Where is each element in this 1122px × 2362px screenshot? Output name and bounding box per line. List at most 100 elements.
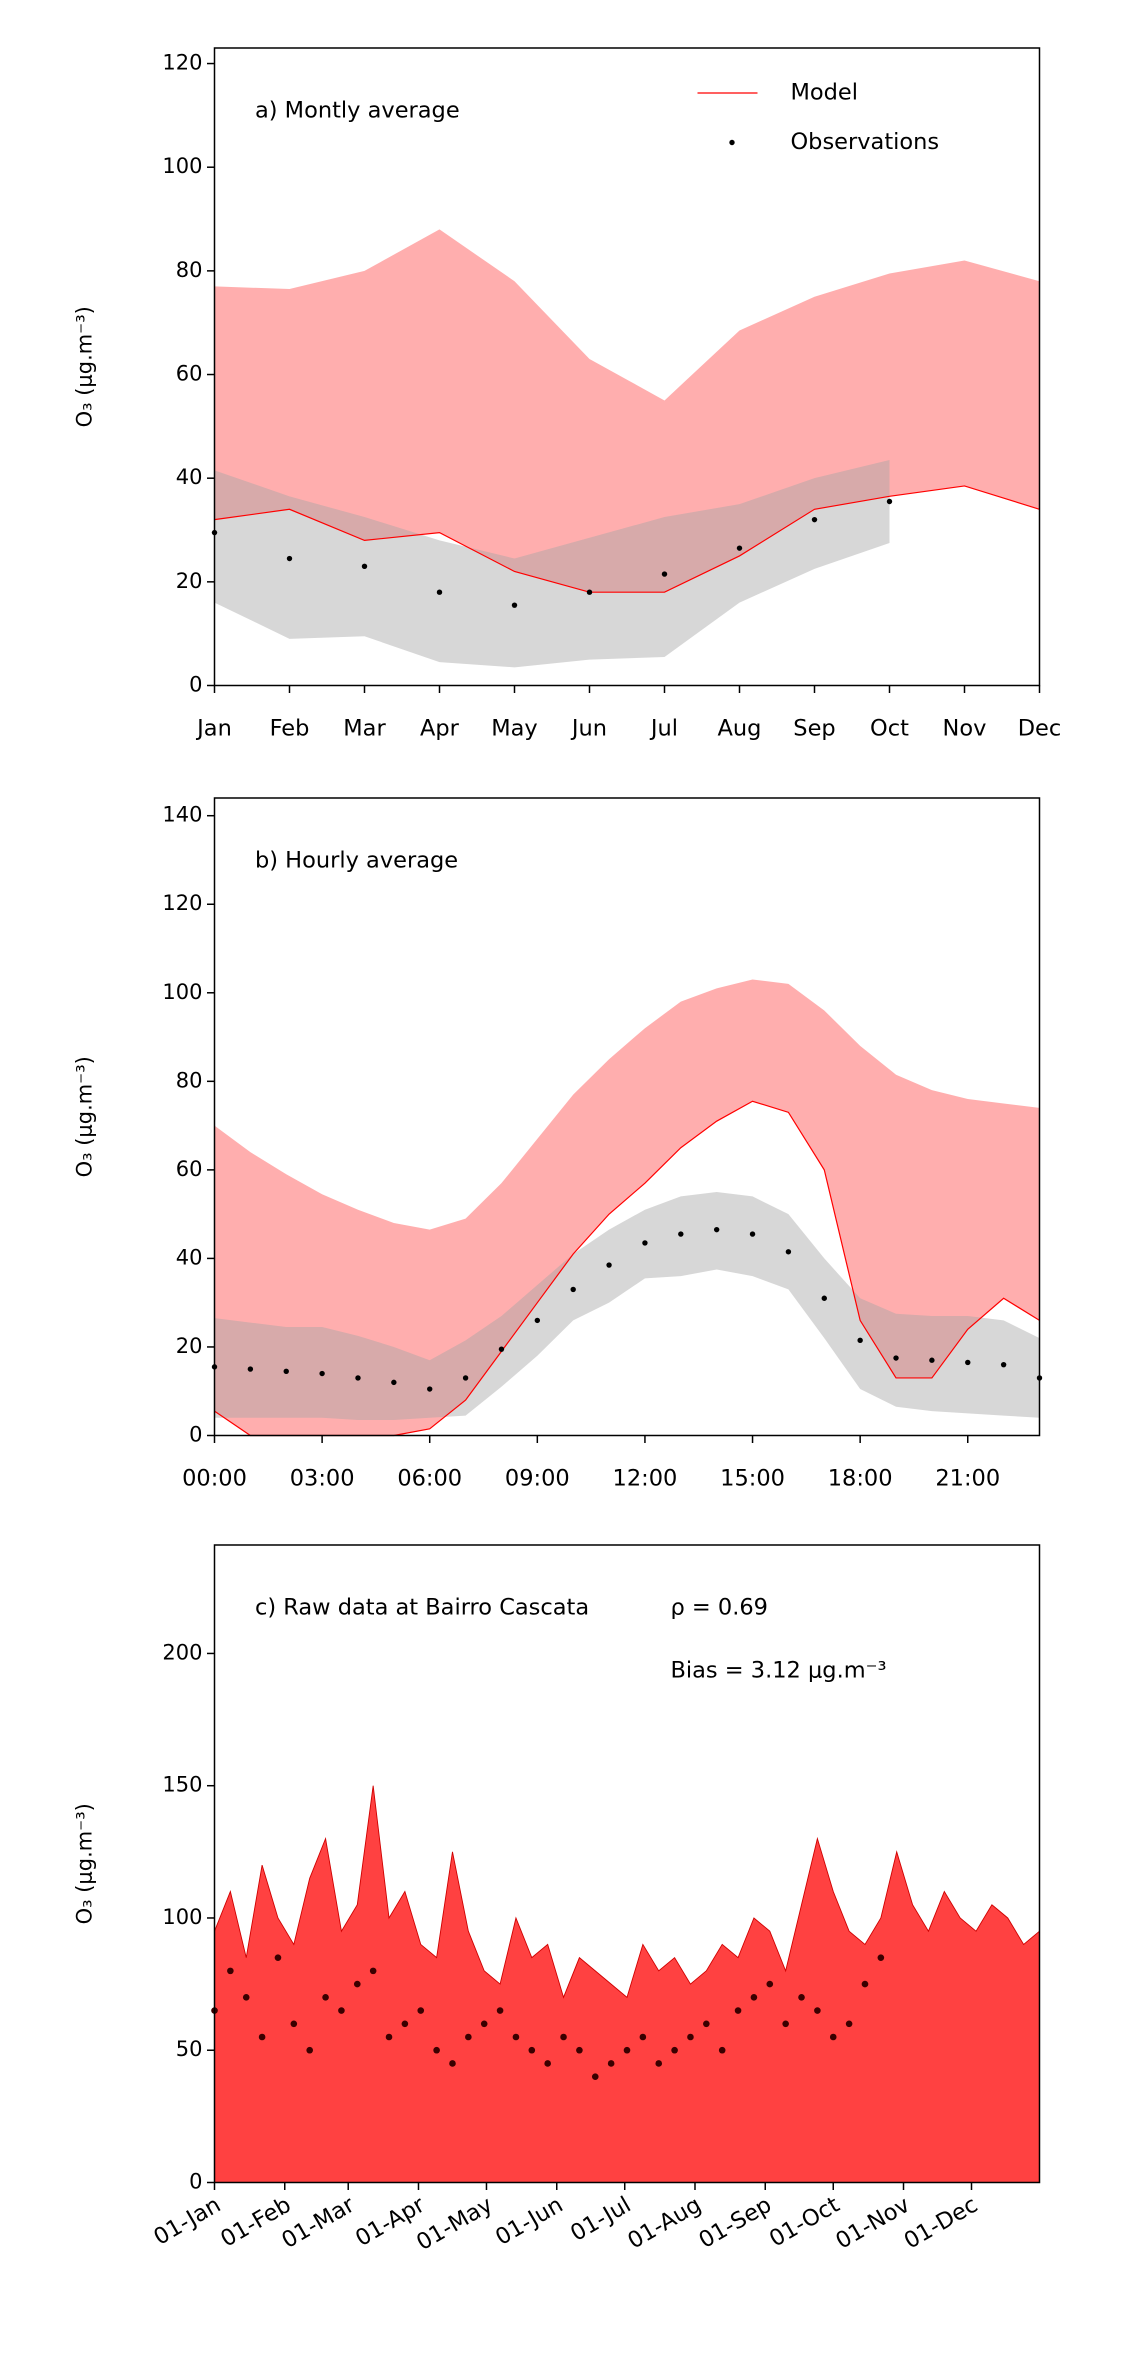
observation-point [290, 2020, 298, 2028]
observation-point [570, 1286, 576, 1293]
observation-point [274, 1954, 282, 1961]
observation-point [718, 2046, 726, 2054]
y-tick-label: 50 [176, 2037, 203, 2061]
x-tick-label: 01-Oct [765, 2192, 844, 2253]
observation-point [385, 2033, 393, 2041]
observation-point [480, 2020, 488, 2028]
panel-title: a) Montly average [255, 97, 460, 123]
observation-point [857, 1337, 863, 1344]
y-tick-label: 100 [162, 980, 202, 1004]
observation-point [576, 2046, 583, 2054]
observation-point [534, 1317, 541, 1324]
x-tick-label: Apr [420, 715, 460, 741]
observation-point [886, 498, 893, 505]
x-tick-label: 15:00 [720, 1465, 785, 1491]
observation-point [703, 2020, 710, 2028]
axes-frame [213, 1544, 1041, 2184]
observation-point [671, 2046, 678, 2054]
observation-point [391, 1379, 397, 1386]
observation-point [607, 2060, 615, 2067]
observation-point [606, 1262, 612, 1268]
axes-frame [213, 47, 1041, 687]
observation-point [811, 516, 818, 523]
x-tick-label: 12:00 [613, 1465, 678, 1491]
y-tick-label: 20 [176, 1334, 203, 1358]
y-tick-label: 20 [176, 569, 203, 593]
observation-point [829, 2033, 837, 2041]
y-axis-label: O₃ (μg.m⁻³) [73, 306, 97, 427]
observation-point [642, 1240, 648, 1246]
observation-point [496, 2007, 504, 2014]
x-tick-label: Nov [943, 715, 987, 741]
observation-point [877, 1954, 885, 1961]
x-tick-label: 00:00 [182, 1465, 247, 1491]
y-axis-label: O₃ (μg.m⁻³) [73, 1803, 97, 1924]
observation-point [258, 2033, 266, 2041]
panel-title: c) Raw data at Bairro Cascata [255, 1594, 589, 1620]
observation-point [322, 1994, 329, 2001]
observation-point [560, 2033, 567, 2041]
observation-point [687, 2033, 694, 2041]
annotation: ρ = 0.69 [670, 1594, 767, 1620]
legend-dot [729, 139, 735, 146]
x-tick-label: 06:00 [397, 1465, 462, 1491]
observation-point [465, 2033, 472, 2041]
observation-point [528, 2046, 536, 2054]
y-tick-label: 40 [176, 465, 203, 489]
x-tick-label: 03:00 [290, 1465, 355, 1491]
band [214, 229, 1040, 593]
annotation: Bias = 3.12 μg.m⁻³ [670, 1657, 886, 1683]
observation-point [736, 545, 743, 551]
x-tick-label: 01-Mar [277, 2191, 359, 2253]
x-tick-label: 01-Dec [900, 2192, 982, 2255]
observation-point [750, 1994, 758, 2001]
observation-point [512, 2033, 520, 2041]
x-tick-label: Jan [195, 715, 232, 741]
panel-title: b) Hourly average [255, 847, 458, 873]
x-tick-label: 09:00 [505, 1465, 570, 1491]
observation-point [965, 1359, 971, 1366]
x-tick-label: Jul [649, 715, 678, 741]
model-line [214, 485, 1040, 593]
y-tick-label: 60 [176, 362, 203, 386]
observation-point [782, 2020, 789, 2028]
y-tick-label: 60 [176, 1157, 203, 1181]
x-tick-label: 01-Jun [491, 2192, 567, 2251]
y-tick-label: 40 [176, 1245, 203, 1269]
observation-point [655, 2060, 663, 2067]
observation-point [1000, 1361, 1007, 1368]
observation-point [785, 1249, 792, 1255]
observation-point [734, 2007, 742, 2014]
x-tick-label: 01-Jan [149, 2192, 225, 2251]
y-tick-label: 100 [162, 154, 202, 178]
y-tick-label: 120 [162, 891, 202, 915]
x-tick-label: 01-May [412, 2192, 497, 2256]
x-tick-label: Aug [718, 715, 762, 741]
observation-point [498, 1346, 505, 1352]
observation-point [449, 2060, 456, 2067]
y-tick-label: 0 [189, 2169, 202, 2193]
observation-point [417, 2007, 425, 2014]
observation-point [462, 1375, 469, 1381]
observation-point [433, 2046, 440, 2054]
y-tick-label: 80 [176, 258, 203, 282]
observation-point [306, 2046, 313, 2054]
observation-point [242, 1994, 250, 2001]
x-tick-label: Feb [270, 715, 310, 741]
observation-point [283, 1368, 289, 1375]
band [214, 460, 890, 668]
y-tick-label: 200 [162, 1640, 202, 1664]
y-tick-label: 150 [162, 1773, 202, 1797]
x-tick-label: Dec [1018, 715, 1062, 741]
observation-point [227, 1967, 234, 1975]
observation-point [814, 2007, 821, 2014]
observation-point [623, 2046, 631, 2054]
x-tick-label: 01-Jul [566, 2192, 635, 2247]
observation-point [893, 1355, 899, 1361]
observation-point [544, 2060, 551, 2067]
observation-point [845, 2020, 853, 2028]
observation-point [361, 563, 368, 569]
x-tick-label: 01-Sep [694, 2192, 776, 2254]
